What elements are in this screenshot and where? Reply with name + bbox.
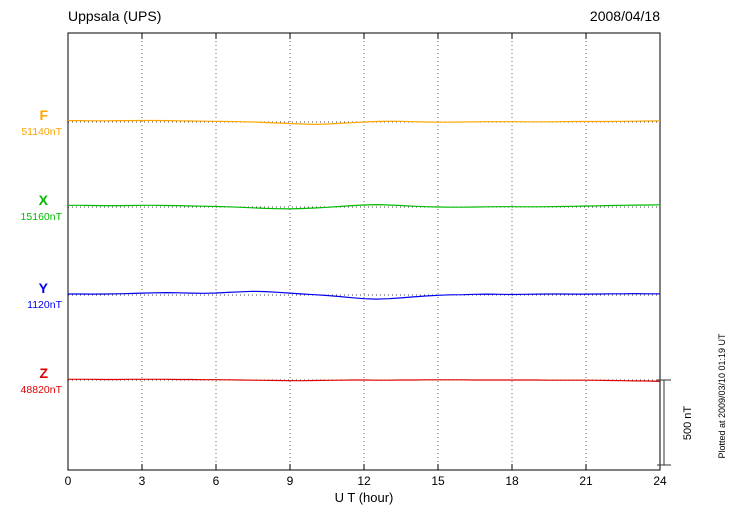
x-tick-label-3: 3 (138, 474, 146, 488)
station-title: Uppsala (UPS) (68, 8, 162, 24)
x-tick-label-0: 0 (64, 474, 72, 488)
series-baseline-value-X: 15160nT (20, 211, 62, 223)
x-tick-label-21: 21 (579, 474, 593, 488)
series-baseline-value-Y: 1120nT (27, 299, 62, 311)
series-baseline-value-Z: 48820nT (20, 384, 62, 396)
date-label: 2008/04/18 (589, 8, 660, 24)
trace-F (68, 119, 661, 126)
plotted-at-note: Plotted at 2009/03/10 01:19 UT (717, 333, 727, 459)
plot-frame (67, 32, 661, 471)
x-tick-label-9: 9 (286, 474, 294, 488)
x-tick-label-18: 18 (505, 474, 519, 488)
trace-Y (68, 290, 660, 300)
x-tick-label-6: 6 (212, 474, 220, 488)
x-tick-label-12: 12 (357, 474, 371, 488)
series-label-X: X (38, 192, 48, 208)
x-tick-label-24: 24 (653, 474, 667, 488)
x-axis-label: U T (hour) (334, 490, 394, 505)
trace-X (68, 203, 661, 210)
x-tick-label-15: 15 (431, 474, 445, 488)
series-label-Z: Z (39, 365, 48, 381)
trace-Z (68, 378, 661, 382)
series-label-F: F (39, 107, 48, 123)
series-baseline-value-F: 51140nT (21, 126, 62, 138)
series-label-Y: Y (38, 280, 48, 296)
scale-bar-label: 500 nT (682, 405, 694, 441)
